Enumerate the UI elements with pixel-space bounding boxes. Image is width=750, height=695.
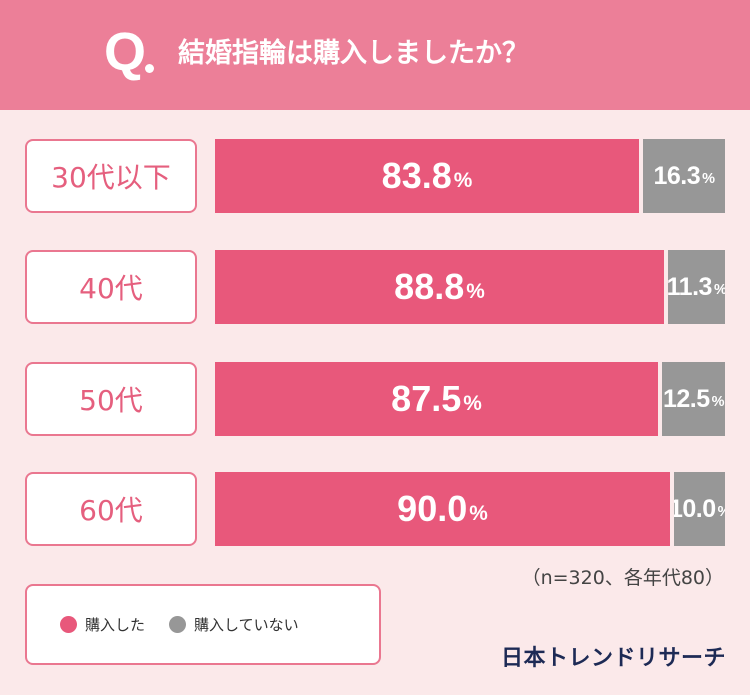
bar-not-purchased: 12.5% <box>662 362 725 436</box>
category-label: 50代 <box>25 362 197 436</box>
percent-sign: % <box>702 171 715 188</box>
legend-swatch-not-purchased <box>169 616 187 633</box>
data-label: 12.5 <box>662 384 710 413</box>
legend: 購入した 購入していない <box>25 584 381 665</box>
legend-label-not-purchased: 購入していない <box>194 616 299 634</box>
percent-sign: % <box>463 391 482 415</box>
bar-purchased: 87.5% <box>215 362 658 436</box>
category-label: 60代 <box>25 472 197 546</box>
bar-purchased: 88.8% <box>215 250 664 324</box>
data-label: 90.0 <box>397 488 468 529</box>
data-label: 10.0 <box>674 494 716 523</box>
bar-not-purchased: 10.0% <box>674 472 725 546</box>
data-label: 16.3 <box>653 161 701 190</box>
category-label: 40代 <box>25 250 197 324</box>
legend-item-not-purchased: 購入していない <box>169 614 299 635</box>
category-label: 30代以下 <box>25 139 197 213</box>
percent-sign: % <box>718 504 725 520</box>
bar-purchased: 90.0% <box>215 472 670 546</box>
question-mark-q: Q <box>104 22 146 82</box>
percent-sign: % <box>711 394 725 411</box>
data-label: 87.5 <box>391 378 462 419</box>
bar-not-purchased: 11.3% <box>668 250 725 324</box>
percent-sign: % <box>466 279 485 303</box>
bar-purchased: 83.8% <box>215 139 639 213</box>
legend-swatch-purchased <box>60 616 77 633</box>
percent-sign: % <box>453 168 473 192</box>
bar-not-purchased: 16.3% <box>643 139 725 213</box>
header-banner: Q 結婚指輪は購入しましたか？ <box>0 0 750 110</box>
question-dot-icon <box>145 64 154 73</box>
percent-sign: % <box>469 501 488 525</box>
percent-sign: % <box>714 282 725 298</box>
data-label: 11.3 <box>668 272 712 301</box>
data-label: 83.8 <box>381 155 452 196</box>
data-label: 88.8 <box>394 266 465 307</box>
chart-title: 結婚指輪は購入しましたか？ <box>178 38 529 69</box>
legend-label-purchased: 購入した <box>85 616 146 634</box>
brand-logo-text: 日本トレンドリサーチ <box>500 646 726 671</box>
sample-size-note: （n=320、各年代80） <box>521 567 724 589</box>
legend-item-purchased: 購入した <box>60 614 145 635</box>
